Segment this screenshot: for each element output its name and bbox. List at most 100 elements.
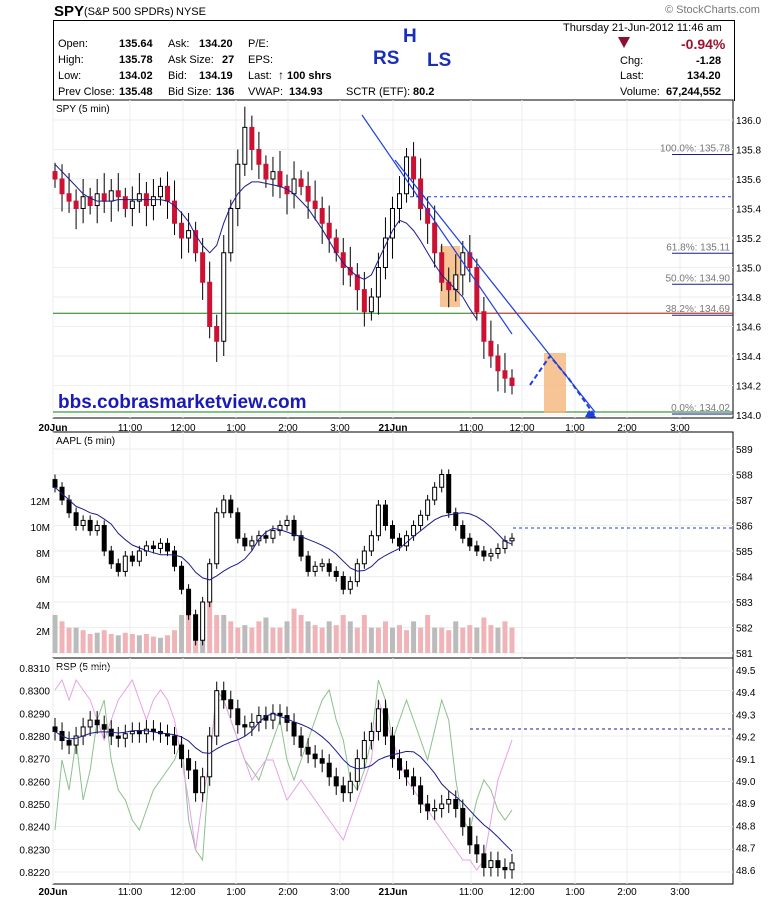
aapl-candle-body [446,474,452,514]
aapl-volume-bar [488,625,494,653]
spy-candle-body [277,171,283,187]
aapl-candle-body [495,547,501,555]
aapl-candle-body [164,542,170,552]
rsp-candle-body [52,726,58,732]
aapl-volume-bar [129,634,135,653]
aapl-panel: AAPL (5 min) 589 588 587 586 585 584 583 582 581… [31,431,753,660]
spy-candle-body [411,156,417,180]
rsp-candle-body [319,758,325,764]
rsp-y-tick-left: 0.8230 [19,845,50,856]
eps-label: EPS: [248,54,274,66]
aapl-volume-bar [228,621,234,653]
x-tick: 1:00 [565,887,585,898]
x-tick: 20Jun [39,887,68,898]
aapl-candle-body [509,537,515,542]
aapl-candle-body [80,519,86,527]
fib-label: 100.0%: 135.78 [660,143,730,154]
rsp-candle-body [340,785,346,794]
aapl-candle-body [186,588,192,616]
spy-candle-body [249,126,255,150]
spy-y-tick: 135.6 [736,175,761,186]
spy-candle-body [101,193,107,202]
aapl-candle-body [326,563,332,572]
vwap-label: VWAP: [248,86,284,98]
spy-candle-body [129,200,135,209]
spy-candle-body [80,196,86,209]
spy-candle-body [108,190,114,202]
rsp-candle-body [228,699,234,710]
aapl-candle-body [284,519,290,527]
aapl-candle-body [214,512,220,565]
rsp-candle-body [101,724,107,730]
aapl-candle-body [425,499,431,516]
bidsize-label: Bid Size: [168,86,212,98]
aapl-y-tick-right: 586 [736,522,753,533]
aapl-candle-body [340,576,346,590]
spy-moving-average [54,163,478,320]
aapl-volume-bar [347,621,353,653]
aapl-candle-body [354,563,360,583]
aapl-volume-bar [453,621,459,653]
x-tick: 2:00 [278,887,298,898]
aapl-candle-body [52,479,58,488]
rsp-candle-body [326,762,332,778]
aapl-y-tick-right: 587 [736,496,753,507]
rsp-candle-body [214,690,220,737]
quote-box [53,20,735,101]
spy-candle-body [136,193,142,202]
aapl-candle-body [439,474,445,488]
spy-y-tick: 134.8 [736,293,761,304]
spy-candle-body [221,252,227,342]
rsp-candle-body [411,776,417,787]
spy-candle-body [291,178,297,195]
vwap-value: 134.93 [289,86,323,98]
spy-candle-body [368,296,374,313]
aapl-volume-tick: 12M [31,497,50,508]
aapl-candle-body [361,550,367,565]
low-label: Low: [58,70,82,82]
open-label: Open: [58,38,88,50]
chg-value: -1.28 [696,55,722,67]
spy-candle-body [397,193,403,209]
spy-candle-body [305,185,311,202]
spy-candle-body [228,208,234,254]
aapl-candle-body [221,499,227,514]
rsp-candle-body [235,708,241,726]
aapl-volume-bar [382,621,388,653]
aapl-volume-bar [186,602,192,653]
rsp-candles [52,681,515,879]
rsp-y-tick-left: 0.8220 [19,868,50,879]
aapl-volume-bar [214,615,220,653]
aapl-candle-body [73,512,79,526]
aapl-volume-bar [326,621,332,653]
rsp-candle-body [129,730,135,735]
rsp-candle-body [347,780,353,794]
rsp-candle-body [382,708,388,737]
aapl-volume-bar [172,630,178,653]
high-value: 135.78 [119,54,153,66]
sctr-value: 80.2 [413,86,435,98]
aapl-y-tick-right: 582 [736,624,753,635]
aapl-volume-bar [312,625,318,653]
aapl-candle-body [375,504,381,537]
aapl-candle-body [242,537,248,547]
x-tick: 11:00 [459,423,484,434]
aapl-volume-bars [52,596,515,653]
spy-candle-body [418,178,424,209]
aapl-candle-body [179,565,185,590]
aapl-grid [52,432,733,658]
aapl-volume-bar [73,627,79,653]
x-tick: 11:00 [118,887,143,898]
rsp-y-tick-right: 48.9 [736,799,756,810]
spy-candle-body [193,230,199,254]
aapl-volume-bar [150,636,156,653]
rsp-candle-body [446,798,452,805]
spy-candle-body [502,370,508,379]
aapl-candle-body [277,525,283,532]
aapl-candle-body [101,525,107,552]
spy-candle-body [186,230,192,239]
aapl-volume-bar [263,617,269,653]
sctr-label: SCTR (ETF): [346,86,411,98]
aapl-volume-bar [115,635,121,653]
lastsize-value: 100 shrs [287,70,332,82]
